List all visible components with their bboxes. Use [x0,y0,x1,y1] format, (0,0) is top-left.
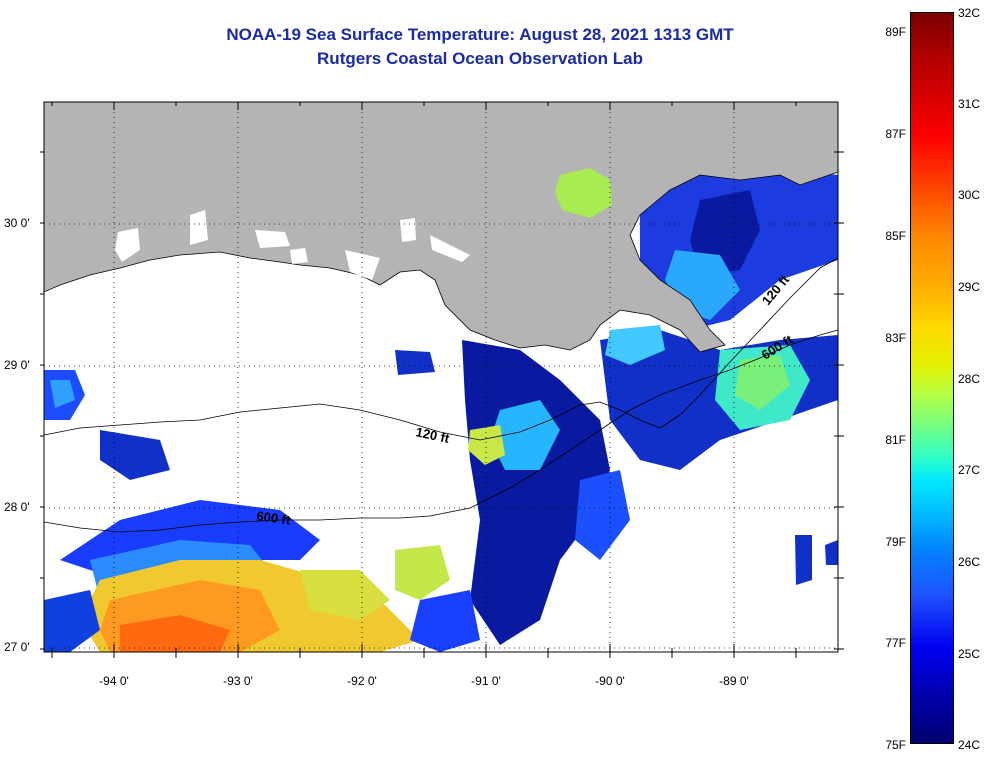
lon-label-91: -91 0' [471,674,501,688]
colorbar-label-30c: 30C [958,188,981,202]
colorbar-label-77f: 77F [885,636,906,650]
contour-label-120ft-west: 120 ft [414,424,451,446]
title-line-1: NOAA-19 Sea Surface Temperature: August … [226,25,734,44]
contour-600ft [44,329,838,533]
land-mass [44,102,838,353]
colorbar-label-24c: 24C [958,738,981,752]
contour-120ft [44,257,838,441]
temperature-colorbar [910,12,954,744]
colorbar-label-85f: 85F [885,229,906,243]
lon-label-94: -94 0' [99,674,129,688]
colorbar-label-89f: 89F [885,25,906,39]
lon-label-92: -92 0' [347,674,377,688]
lat-label-29: 29 0' [4,358,30,372]
lat-label-30: 30 0' [4,216,30,230]
colorbar-label-87f: 87F [885,127,906,141]
title-line-2: Rutgers Coastal Ocean Observation Lab [317,49,643,68]
lat-label-27: 27 0' [4,640,30,654]
colorbar-label-75f: 75F [885,738,906,752]
colorbar-label-29c: 29C [958,280,981,294]
lat-label-28: 28 0' [4,500,30,514]
colorbar-label-32c: 32C [958,6,981,20]
lon-label-90: -90 0' [595,674,625,688]
sst-map: 120 ft 120 ft 600 ft 600 ft [40,101,844,658]
colorbar-label-27c: 27C [958,463,981,477]
lon-label-89: -89 0' [719,674,749,688]
colorbar-label-28c: 28C [958,372,981,386]
colorbar-label-83f: 83F [885,331,906,345]
colorbar-label-25c: 25C [958,647,981,661]
contour-label-600ft-west: 600 ft [256,508,292,528]
lon-label-93: -93 0' [223,674,253,688]
colorbar-label-31c: 31C [958,97,981,111]
colorbar-label-81f: 81F [885,433,906,447]
sst-data-layer [44,165,838,652]
colorbar-label-26c: 26C [958,555,981,569]
colorbar-label-79f: 79F [885,535,906,549]
